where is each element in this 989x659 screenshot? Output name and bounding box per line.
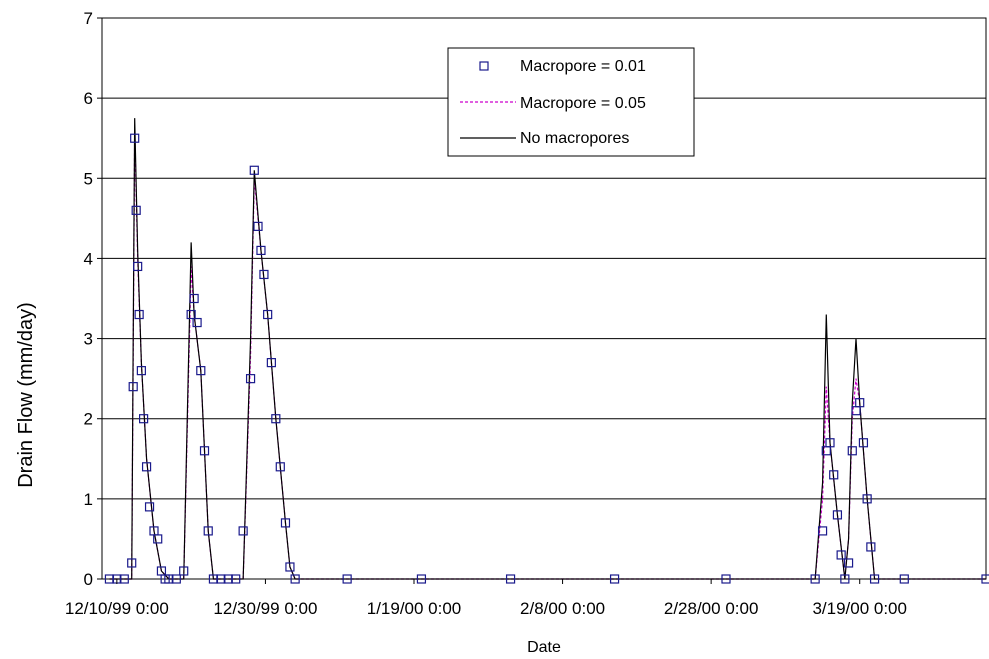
series-point-macropore-001 xyxy=(245,374,256,384)
y-tick-label: 2 xyxy=(84,410,93,429)
series-layer xyxy=(104,118,989,584)
series-point-macropore-001 xyxy=(866,542,876,552)
series-point-macropore-001 xyxy=(141,462,152,472)
legend-label-macropore-005: Macropore = 0.05 xyxy=(520,95,646,112)
series-point-macropore-001 xyxy=(127,558,137,568)
series-point-macropore-001 xyxy=(981,574,989,584)
series-point-macropore-001 xyxy=(721,574,731,584)
series-point-macropore-001 xyxy=(203,526,213,536)
x-axis-title: Date xyxy=(527,639,561,656)
series-point-macropore-001 xyxy=(862,494,872,504)
series-point-macropore-001 xyxy=(858,438,869,448)
y-tick-label: 3 xyxy=(84,330,93,349)
y-tick-label: 6 xyxy=(84,89,93,108)
series-point-macropore-001 xyxy=(238,526,248,536)
series-point-macropore-001 xyxy=(144,502,155,512)
series-point-macropore-001 xyxy=(119,574,129,584)
series-point-macropore-001 xyxy=(271,414,281,424)
series-point-macropore-001 xyxy=(817,526,828,536)
series-point-macropore-001 xyxy=(131,205,141,215)
series-point-macropore-001 xyxy=(290,574,300,584)
series-point-macropore-001 xyxy=(285,562,295,572)
series-point-macropore-001 xyxy=(609,574,620,584)
series-point-macropore-001 xyxy=(189,293,199,304)
y-tick-label: 5 xyxy=(84,169,93,188)
legend-label-no-macropores: No macropores xyxy=(520,130,629,147)
series-point-macropore-001 xyxy=(134,309,144,320)
series-point-macropore-001 xyxy=(266,358,276,368)
series-point-macropore-001 xyxy=(153,534,163,544)
series-point-macropore-001 xyxy=(136,366,146,376)
x-tick-label: 12/30/99 0:00 xyxy=(213,599,317,618)
series-point-macropore-001 xyxy=(130,133,140,143)
series-point-macropore-001 xyxy=(505,574,516,584)
x-tick-label: 12/10/99 0:00 xyxy=(65,599,169,618)
series-point-macropore-001 xyxy=(253,221,263,231)
y-tick-label: 4 xyxy=(84,249,93,268)
series-point-macropore-001 xyxy=(840,574,850,584)
legend: Macropore = 0.01 Macropore = 0.05 No mac… xyxy=(447,47,695,157)
x-tick-label: 3/19/00 0:00 xyxy=(812,599,907,618)
y-tick-label: 0 xyxy=(84,570,93,589)
series-point-macropore-001 xyxy=(263,309,273,320)
series-point-macropore-001 xyxy=(249,165,259,175)
series-point-macropore-001 xyxy=(179,566,189,576)
series-point-macropore-001 xyxy=(836,550,846,560)
series-point-macropore-001 xyxy=(231,574,241,584)
series-point-macropore-001 xyxy=(133,261,143,272)
y-tick-label: 1 xyxy=(84,490,93,509)
series-point-macropore-001 xyxy=(832,510,843,520)
series-point-macropore-001 xyxy=(847,446,857,456)
series-point-macropore-001 xyxy=(256,245,266,256)
series-point-macropore-001 xyxy=(192,317,202,328)
y-axis: 0 1 2 3 4 5 6 7 xyxy=(84,9,102,589)
series-point-macropore-001 xyxy=(829,470,839,480)
legend-label-macropore-001: Macropore = 0.01 xyxy=(520,58,646,75)
x-tick-label: 2/28/00 0:00 xyxy=(664,599,759,618)
series-point-macropore-001 xyxy=(139,414,149,424)
series-point-macropore-001 xyxy=(899,574,909,584)
series-point-macropore-001 xyxy=(825,438,835,448)
x-axis: 12/10/99 0:00 12/30/99 0:00 1/19/00 0:00 2/… xyxy=(65,579,907,618)
x-tick-label: 2/8/00 0:00 xyxy=(520,599,605,618)
series-point-macropore-001 xyxy=(416,574,427,584)
x-tick-label: 1/19/00 0:00 xyxy=(367,599,462,618)
series-point-macropore-001 xyxy=(275,462,285,472)
series-point-macropore-001 xyxy=(280,518,291,528)
series-point-macropore-001 xyxy=(186,309,196,320)
series-point-macropore-001 xyxy=(869,574,880,584)
series-point-macropore-001 xyxy=(196,366,206,376)
series-point-macropore-001 xyxy=(843,558,854,568)
series-point-macropore-001 xyxy=(128,382,138,392)
y-axis-title: Drain Flow (mm/day) xyxy=(15,302,37,488)
series-point-macropore-001 xyxy=(171,574,181,584)
y-tick-label: 7 xyxy=(84,9,93,28)
legend-marker-macropore-001 xyxy=(479,61,489,71)
series-point-macropore-001 xyxy=(810,574,820,584)
series-point-macropore-001 xyxy=(199,446,210,456)
series-point-macropore-001 xyxy=(342,574,352,584)
series-point-macropore-001 xyxy=(855,398,865,408)
series-point-macropore-001 xyxy=(259,269,269,280)
series-line-no-macropores xyxy=(109,118,986,580)
